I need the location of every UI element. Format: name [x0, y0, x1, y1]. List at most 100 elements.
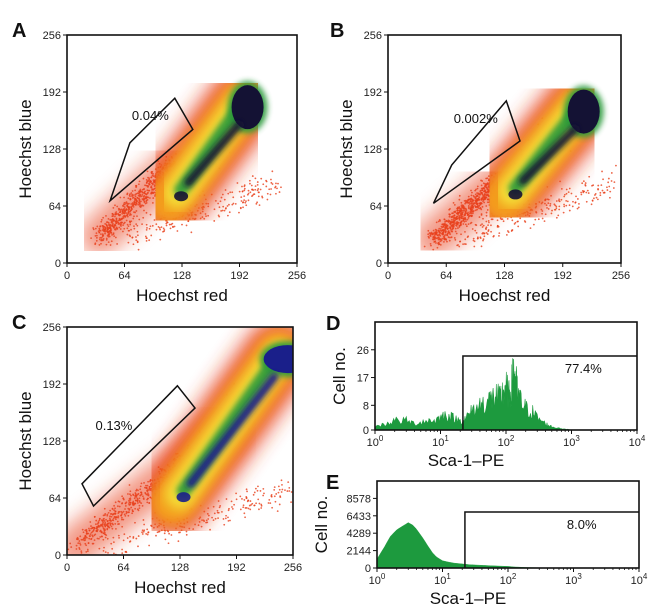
event-dot — [597, 184, 600, 187]
event-dot — [136, 240, 139, 243]
event-dot — [259, 188, 262, 191]
event-dot — [585, 191, 588, 194]
event-dot — [279, 496, 282, 499]
event-dot — [268, 498, 271, 501]
event-dot — [537, 218, 540, 221]
event-dot — [220, 210, 223, 212]
event-dot — [481, 232, 484, 235]
panel-d: D77.4%100 101 102 103 104081726Sca-1–PECell … — [326, 313, 646, 470]
event-dot — [227, 516, 229, 519]
event-dot — [128, 540, 131, 543]
event-dot — [558, 208, 561, 211]
event-dot — [131, 236, 134, 239]
event-dot — [560, 198, 563, 201]
event-dot — [276, 187, 278, 190]
event-dot — [245, 506, 248, 509]
y-tick-label: 64 — [49, 493, 61, 505]
event-dot — [592, 184, 595, 187]
event-dot — [270, 188, 272, 190]
event-dot — [275, 192, 277, 195]
event-dot — [290, 491, 293, 493]
event-dot — [214, 517, 217, 520]
event-dot — [541, 217, 544, 220]
event-dot — [558, 198, 561, 201]
density-core — [231, 85, 264, 130]
event-dot — [238, 211, 240, 214]
event-dot — [141, 531, 143, 534]
event-dot — [253, 504, 256, 507]
y-tick-label: 256 — [43, 30, 61, 42]
event-dot — [239, 495, 242, 498]
event-dot — [211, 516, 213, 519]
plot-area: 77.4% — [374, 321, 638, 431]
event-dot — [590, 203, 593, 206]
event-dot — [541, 210, 544, 212]
event-dot — [249, 191, 252, 194]
event-dot — [150, 234, 153, 237]
event-dot — [231, 506, 233, 508]
event-dot — [545, 204, 548, 207]
event-dot — [253, 193, 256, 195]
event-dot — [591, 199, 594, 202]
event-dot — [505, 234, 508, 236]
event-dot — [219, 200, 222, 203]
event-dot — [242, 504, 245, 507]
event-dot — [557, 214, 560, 217]
event-dot — [217, 500, 220, 502]
event-dot — [586, 189, 589, 192]
panel-letter: C — [12, 312, 26, 334]
event-dot — [300, 482, 302, 484]
event-dot — [225, 498, 228, 500]
event-dot — [555, 200, 558, 202]
event-dot — [560, 187, 563, 190]
y-tick-label: 0 — [55, 258, 61, 270]
event-dot — [260, 503, 263, 506]
event-dot — [203, 217, 206, 220]
x-tick-label: 0 — [64, 270, 70, 282]
density-knot — [174, 191, 189, 202]
x-tick-label: 104 — [631, 572, 648, 587]
event-dot — [547, 202, 550, 205]
event-dot — [148, 544, 151, 547]
event-dot — [247, 199, 250, 202]
y-tick-label: 128 — [43, 436, 61, 448]
event-dot — [218, 206, 221, 209]
event-dot — [275, 182, 277, 185]
y-axis-label: Cell no. — [330, 347, 349, 405]
event-dot — [261, 195, 263, 198]
histogram-series — [374, 358, 637, 431]
event-dot — [225, 514, 227, 517]
x-tick-exponent: 1 — [444, 434, 449, 443]
event-dot — [595, 196, 598, 199]
event-dot — [243, 184, 246, 187]
event-dot — [212, 519, 215, 521]
event-dot — [312, 479, 314, 481]
y-tick-label: 0 — [365, 563, 371, 575]
event-dot — [141, 533, 144, 535]
event-dot — [588, 175, 591, 178]
event-dot — [216, 509, 219, 512]
x-tick-label: 256 — [284, 562, 302, 574]
event-dot — [146, 528, 149, 531]
event-dot — [143, 523, 146, 526]
event-dot — [558, 205, 561, 208]
event-dot — [607, 181, 610, 184]
event-dot — [280, 491, 283, 493]
event-dot — [255, 502, 258, 505]
event-dot — [609, 190, 612, 193]
event-dot — [266, 192, 269, 195]
event-dot — [271, 506, 274, 509]
event-dot — [256, 489, 259, 492]
x-tick-label: 192 — [230, 270, 248, 282]
event-dot — [234, 202, 237, 205]
event-dot — [270, 178, 272, 181]
x-tick-label: 0 — [64, 562, 70, 574]
event-dot — [498, 234, 500, 237]
event-dot — [257, 485, 259, 488]
event-dot — [256, 189, 259, 192]
event-dot — [258, 502, 261, 505]
event-dot — [260, 507, 263, 509]
event-dot — [280, 479, 283, 482]
